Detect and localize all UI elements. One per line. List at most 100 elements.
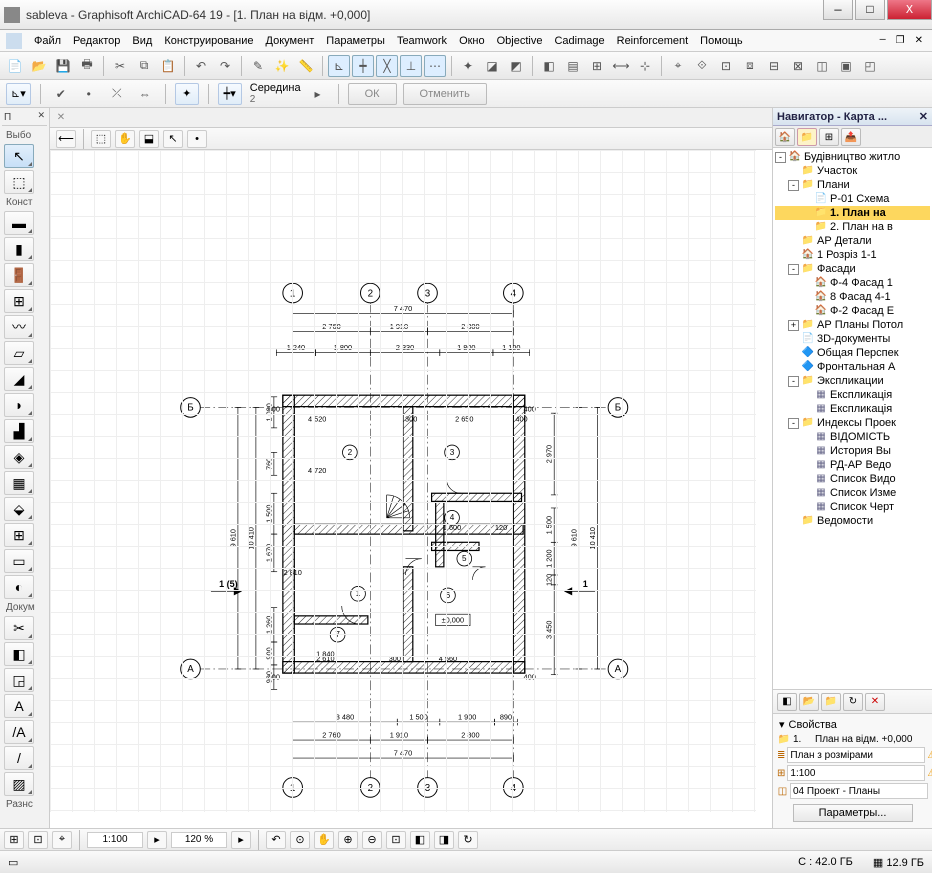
tree-item[interactable]: ▦Список Изме <box>775 486 930 500</box>
snap-ext-button[interactable]: ⋯ <box>424 55 446 77</box>
tree-item[interactable]: 📁Ведомости <box>775 514 930 528</box>
mdi-restore-button[interactable]: ❐ <box>893 35 908 47</box>
maximize-button[interactable]: □ <box>855 0 885 20</box>
lamp-tool[interactable]: ◐ <box>4 575 34 599</box>
scale-input[interactable] <box>87 832 143 848</box>
t8-button[interactable]: ▣ <box>835 55 857 77</box>
info-x-button[interactable]: ⤫ <box>106 83 128 105</box>
archicad-icon[interactable] <box>6 33 22 49</box>
tree-item[interactable]: ▦Експликація <box>775 388 930 402</box>
cancel-button[interactable]: Отменить <box>403 83 487 105</box>
pick-button[interactable]: ✎ <box>247 55 269 77</box>
prop-scale-input[interactable] <box>787 765 925 781</box>
renov-button[interactable]: ⊞ <box>586 55 608 77</box>
marquee-tool[interactable]: ⬚ <box>4 170 34 194</box>
menu-cadimage[interactable]: Cadimage <box>548 33 610 49</box>
menu-окно[interactable]: Окно <box>453 33 491 49</box>
elevation-tool[interactable]: ◧ <box>4 642 34 666</box>
tree-item[interactable]: ▦История Вы <box>775 444 930 458</box>
nav-tab-publisher[interactable]: 📤 <box>841 128 861 146</box>
sb-b2[interactable]: ⊡ <box>28 831 48 849</box>
tree-item[interactable]: -📁Индексы Проек <box>775 416 930 430</box>
nt-btn2[interactable]: 📂 <box>799 693 819 711</box>
snap-guides-button[interactable]: ⊾ <box>328 55 350 77</box>
mesh-tool[interactable]: ▦ <box>4 471 34 495</box>
tree-item[interactable]: 📁2. План на в <box>775 220 930 234</box>
tree-item[interactable]: -🏠Будівництво житло <box>775 150 930 164</box>
mdi-close-button[interactable]: ✕ <box>912 35 926 47</box>
t3-button[interactable]: ⊡ <box>715 55 737 77</box>
vt-btn2[interactable]: ⬚ <box>91 130 111 148</box>
column-tool[interactable]: ▮ <box>4 237 34 261</box>
menu-параметры[interactable]: Параметры <box>320 33 391 49</box>
zone-tool[interactable]: ▭ <box>4 549 34 573</box>
paste-button[interactable]: 📋 <box>157 55 179 77</box>
window-tool[interactable]: ⊞ <box>4 289 34 313</box>
tree-item[interactable]: 🏠8 Фасад 4-1 <box>775 290 930 304</box>
t7-button[interactable]: ◫ <box>811 55 833 77</box>
beam-tool[interactable]: 〰 <box>4 315 34 339</box>
tree-item[interactable]: ▦Список Видо <box>775 472 930 486</box>
object-tool[interactable]: ⬙ <box>4 497 34 521</box>
nt-btn3[interactable]: 📁 <box>821 693 841 711</box>
tree-item[interactable]: 🏠Ф-2 Фасад Е <box>775 304 930 318</box>
tree-item[interactable]: 📁Участок <box>775 164 930 178</box>
prop-set-input[interactable] <box>787 747 925 763</box>
tree-item[interactable]: 🔷Общая Перспек <box>775 346 930 360</box>
tree-item[interactable]: +📁АР Планы Потол <box>775 318 930 332</box>
open-button[interactable]: 📂 <box>28 55 50 77</box>
zoom-input[interactable] <box>171 832 227 848</box>
nav-tab-project[interactable]: 🏠 <box>775 128 795 146</box>
nt-btn4[interactable]: ↻ <box>843 693 863 711</box>
sb-b12[interactable]: ↻ <box>458 831 478 849</box>
vt-btn3[interactable]: ✋ <box>115 130 135 148</box>
vt-btn1[interactable]: ⟵ <box>56 130 76 148</box>
menu-файл[interactable]: Файл <box>28 33 67 49</box>
detail-tool[interactable]: ◲ <box>4 668 34 692</box>
redo-button[interactable]: ↷ <box>214 55 236 77</box>
wall-tool[interactable]: ▬ <box>4 211 34 235</box>
line-tool[interactable]: / <box>4 746 34 770</box>
tab-close-icon[interactable]: ✕ <box>54 111 68 125</box>
arrow-tool[interactable]: ↖ <box>4 144 34 168</box>
nt-btn1[interactable]: ◧ <box>777 693 797 711</box>
tree-item[interactable]: 📄Р-01 Схема <box>775 192 930 206</box>
tree-item[interactable]: 📁1. План на <box>775 206 930 220</box>
sb-b9[interactable]: ⊡ <box>386 831 406 849</box>
door-tool[interactable]: 🚪 <box>4 263 34 287</box>
snap-play-button[interactable]: ▸ <box>307 83 329 105</box>
info-check-button[interactable]: ✔ <box>50 83 72 105</box>
vt-btn5[interactable]: ↖ <box>163 130 183 148</box>
tree-item[interactable]: ▦РД-АР Ведо <box>775 458 930 472</box>
print-button[interactable]: 🖶 <box>76 55 98 77</box>
t6-button[interactable]: ⊠ <box>787 55 809 77</box>
tree-item[interactable]: 🏠1 Розріз 1-1 <box>775 248 930 262</box>
mdi-min-button[interactable]: — <box>877 35 889 47</box>
tree-item[interactable]: ▦Експликація <box>775 402 930 416</box>
view-button[interactable]: ✦ <box>457 55 479 77</box>
snap-mid-button[interactable]: ┿ <box>352 55 374 77</box>
layers-button[interactable]: ◧ <box>538 55 560 77</box>
tree-item[interactable]: -📁Плани <box>775 178 930 192</box>
ok-button[interactable]: ОК <box>348 83 397 105</box>
snap-int-button[interactable]: ╳ <box>376 55 398 77</box>
morph-tool[interactable]: ◈ <box>4 445 34 469</box>
menu-помощь[interactable]: Помощь <box>694 33 749 49</box>
new-button[interactable]: 📄 <box>4 55 26 77</box>
menu-документ[interactable]: Документ <box>260 33 321 49</box>
tree-item[interactable]: -📁Экспликации <box>775 374 930 388</box>
tree-item[interactable]: 📁АР Детали <box>775 234 930 248</box>
sb-b1[interactable]: ⊞ <box>4 831 24 849</box>
sb-b4[interactable]: ↶ <box>266 831 286 849</box>
tree-item[interactable]: 🏠Ф-4 Фасад 1 <box>775 276 930 290</box>
grid-button[interactable]: ⊹ <box>634 55 656 77</box>
label-tool[interactable]: /A <box>4 720 34 744</box>
navigator-close-icon[interactable]: ✕ <box>919 110 928 123</box>
t9-button[interactable]: ◰ <box>859 55 881 77</box>
sb-b8[interactable]: ⊖ <box>362 831 382 849</box>
nav-tab-layout[interactable]: ⊞ <box>819 128 839 146</box>
text-tool[interactable]: A <box>4 694 34 718</box>
vt-btn6[interactable]: • <box>187 130 207 148</box>
nav-tab-viewmap[interactable]: 📁 <box>797 128 817 146</box>
t4-button[interactable]: ⧈ <box>739 55 761 77</box>
